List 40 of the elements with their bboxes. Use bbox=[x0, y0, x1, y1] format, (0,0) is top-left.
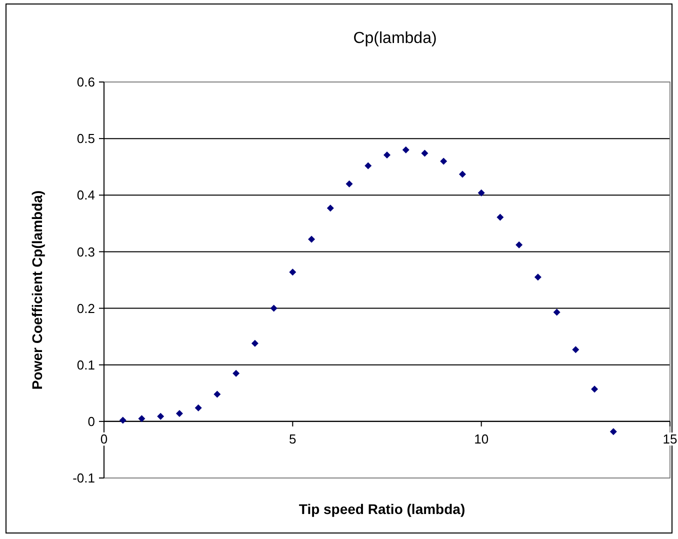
point bbox=[553, 308, 560, 316]
y-tick-label: 0.6 bbox=[76, 74, 95, 90]
x-tick-label: 10 bbox=[474, 431, 489, 446]
point bbox=[610, 428, 617, 436]
point bbox=[119, 416, 126, 424]
point bbox=[478, 189, 485, 196]
point bbox=[176, 410, 183, 418]
point bbox=[326, 204, 334, 212]
y-tick-label: 0.1 bbox=[76, 357, 95, 372]
point bbox=[591, 386, 598, 393]
point bbox=[496, 214, 504, 221]
x-axis-title: Tip speed Ratio (lambda) bbox=[298, 501, 466, 517]
point bbox=[270, 304, 278, 312]
point bbox=[138, 415, 146, 422]
point bbox=[251, 340, 258, 347]
point bbox=[232, 370, 240, 377]
y-tick-label: 0.2 bbox=[76, 300, 95, 316]
y-tick-label: -0.1 bbox=[72, 470, 95, 486]
point bbox=[364, 162, 372, 170]
point bbox=[516, 241, 523, 248]
point bbox=[308, 236, 316, 243]
point bbox=[572, 346, 580, 354]
point bbox=[440, 158, 448, 165]
y-tick-label: 0.5 bbox=[76, 131, 95, 146]
point bbox=[421, 150, 428, 157]
point bbox=[289, 268, 296, 276]
point bbox=[346, 180, 353, 188]
point bbox=[458, 170, 466, 178]
point bbox=[384, 151, 390, 158]
point bbox=[157, 412, 164, 420]
point bbox=[534, 274, 542, 281]
y-tick-label: 0.4 bbox=[76, 188, 95, 203]
point bbox=[402, 146, 410, 154]
y-tick-label: 0 bbox=[88, 414, 95, 429]
x-tick-label: 5 bbox=[289, 431, 296, 446]
y-axis-title: Power Coefficient Cp(lambda) bbox=[29, 190, 45, 390]
point bbox=[194, 404, 202, 412]
point bbox=[214, 390, 221, 398]
chart-title: Cp(lambda) bbox=[353, 30, 437, 47]
y-tick-label: 0.3 bbox=[76, 244, 95, 260]
